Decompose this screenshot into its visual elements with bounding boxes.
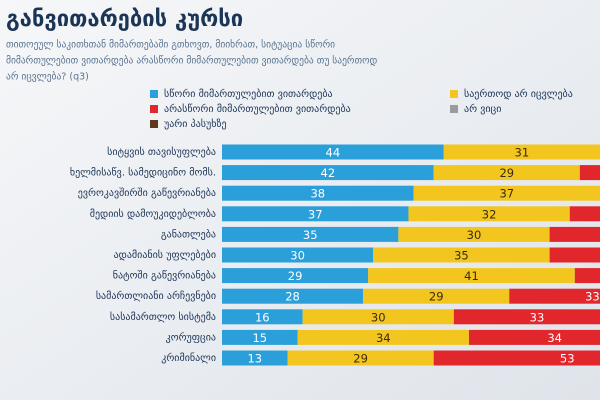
value-label: 29 [353, 352, 368, 366]
value-label: 30 [467, 228, 482, 242]
legend-label: არ ვიცი [464, 103, 501, 115]
legend-swatch [150, 120, 158, 128]
category-label: ადამიანის უფლებები [114, 249, 216, 261]
category-label: სიტყვის თავისუფლება [107, 146, 216, 158]
value-label: 30 [371, 310, 386, 324]
legend-swatch [150, 90, 158, 98]
value-label: 15 [252, 331, 267, 345]
value-label: 53 [560, 352, 575, 366]
value-label: 31 [515, 146, 530, 160]
value-label: 35 [454, 249, 469, 263]
value-label: 28 [285, 290, 300, 304]
bar-segment [569, 206, 600, 222]
bar-segment [549, 247, 600, 263]
value-label: 29 [429, 290, 444, 304]
bar-segment [368, 268, 575, 284]
bar-segment [222, 206, 409, 222]
value-label: 38 [310, 187, 325, 201]
value-label: 37 [308, 207, 323, 221]
bar-segment [222, 165, 434, 181]
chart-title: განვითარების კურსი [6, 7, 243, 32]
legend-label: არასწორი მიმართულებით ვითარდება [164, 103, 351, 115]
category-label: ევროკავშირში გაწევრიანება [78, 187, 216, 199]
bar-segment [398, 226, 550, 242]
value-label: 29 [499, 166, 514, 180]
value-label: 42 [321, 166, 336, 180]
bar-segment [297, 329, 469, 345]
value-label: 33 [530, 310, 545, 324]
bar-segment [373, 247, 550, 263]
bar-segment [222, 268, 369, 284]
bar-segment [443, 144, 600, 160]
value-label: 30 [290, 249, 305, 263]
bar-segment [579, 165, 600, 181]
bar-segment [222, 329, 298, 345]
legend-swatch [450, 105, 458, 113]
value-label: 13 [247, 352, 262, 366]
value-label: 41 [464, 269, 479, 283]
subtitle: მიმართულებით ვითარდება არასწორი მიმართულ… [6, 56, 378, 67]
category-label: სამართლიანი არჩევნები [96, 290, 216, 302]
category-label: სასამართლო სისტემა [110, 311, 216, 323]
bar-segment [549, 226, 600, 242]
value-label: 29 [288, 269, 303, 283]
bar-segment [302, 309, 454, 325]
bar-segment [222, 144, 444, 160]
value-label: 33 [585, 290, 600, 304]
bar-segment [408, 206, 570, 222]
legend-swatch [150, 105, 158, 113]
value-label: 16 [255, 310, 270, 324]
subtitle: არ იცვლება? (q3) [6, 72, 89, 83]
subtitle: თითოეულ საკითხთან მიმართებაში გთხოვთ, მი… [6, 40, 335, 51]
bar-segment [363, 288, 510, 304]
bar-segment [287, 350, 434, 366]
value-label: 34 [547, 331, 562, 345]
bar-segment [413, 185, 600, 201]
bar-segment [433, 350, 600, 366]
bar-segment [574, 268, 600, 284]
bar-segment [222, 309, 303, 325]
category-label: განათლება [161, 228, 216, 240]
bar-segment [433, 165, 580, 181]
bar-segment [222, 350, 288, 366]
bar-segment [222, 247, 374, 263]
category-label: ნატოში გაწევრიანება [113, 270, 216, 282]
category-label: კრიმინალი [161, 352, 216, 364]
bar-segment [453, 309, 600, 325]
category-label: კორუფცია [166, 331, 216, 343]
value-label: 32 [482, 207, 497, 221]
value-label: 37 [499, 187, 514, 201]
category-label: მედიის დამოუკიდებლობა [90, 208, 216, 220]
legend-label: სწორი მიმართულებით ვითარდება [164, 88, 333, 100]
legend-label: საერთოდ არ იცვლება [464, 88, 573, 100]
value-label: 44 [326, 146, 341, 160]
value-label: 35 [303, 228, 318, 242]
bar-segment [468, 329, 600, 345]
bar-segment [222, 226, 399, 242]
bar-segment [222, 185, 414, 201]
category-label: ხელმისაწვ. სამედიცინო მომს. [70, 167, 216, 179]
legend-swatch [450, 90, 458, 98]
legend-label: უარი პასუხზე [164, 118, 227, 130]
bar-segment [509, 288, 600, 304]
bar-segment [222, 288, 364, 304]
value-label: 34 [376, 331, 391, 345]
